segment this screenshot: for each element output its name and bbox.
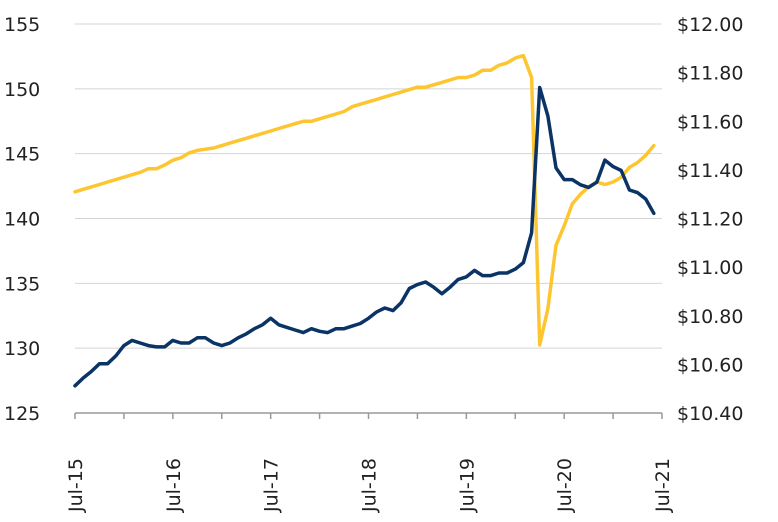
left-axis-ticks: 125 130 135 140 145 150 155 <box>4 14 40 425</box>
right-tick-label: $11.80 <box>677 63 743 85</box>
right-tick-label: $10.40 <box>677 403 743 425</box>
right-tick-label: $10.60 <box>677 354 743 376</box>
x-tick-label: Jul-20 <box>554 458 576 513</box>
right-tick-label: $10.80 <box>677 306 743 328</box>
right-tick-label: $11.00 <box>677 257 743 279</box>
series-lines <box>73 53 656 388</box>
right-axis-ticks: $10.40 $10.60 $10.80 $11.00 $11.20 $11.40 $11.… <box>677 14 743 425</box>
right-tick-label: $11.60 <box>677 111 743 133</box>
right-tick-label: $11.20 <box>677 209 743 231</box>
left-tick-label: 155 <box>4 14 40 36</box>
left-tick-label: 130 <box>4 338 40 360</box>
left-tick-label: 145 <box>4 144 40 166</box>
left-tick-label: 150 <box>4 79 40 101</box>
x-axis: Jul-15 Jul-16 Jul-17 Jul-18 Jul-19 Jul-20 Jul-… <box>65 412 674 513</box>
left-tick-label: 125 <box>4 403 40 425</box>
left-tick-label: 140 <box>4 209 40 231</box>
x-tick-label: Jul-18 <box>359 458 381 513</box>
right-axis-series-line <box>73 53 656 347</box>
left-tick-label: 135 <box>4 273 40 295</box>
x-tick-label: Jul-17 <box>261 458 283 513</box>
gridlines <box>75 23 662 349</box>
left-axis-series-line <box>73 85 656 388</box>
x-tick-label: Jul-19 <box>456 458 478 513</box>
x-tick-label: Jul-21 <box>652 458 674 513</box>
right-tick-label: $11.40 <box>677 160 743 182</box>
x-tick-label: Jul-15 <box>65 458 87 513</box>
x-tick-label: Jul-16 <box>163 458 185 513</box>
right-tick-label: $12.00 <box>677 14 743 36</box>
